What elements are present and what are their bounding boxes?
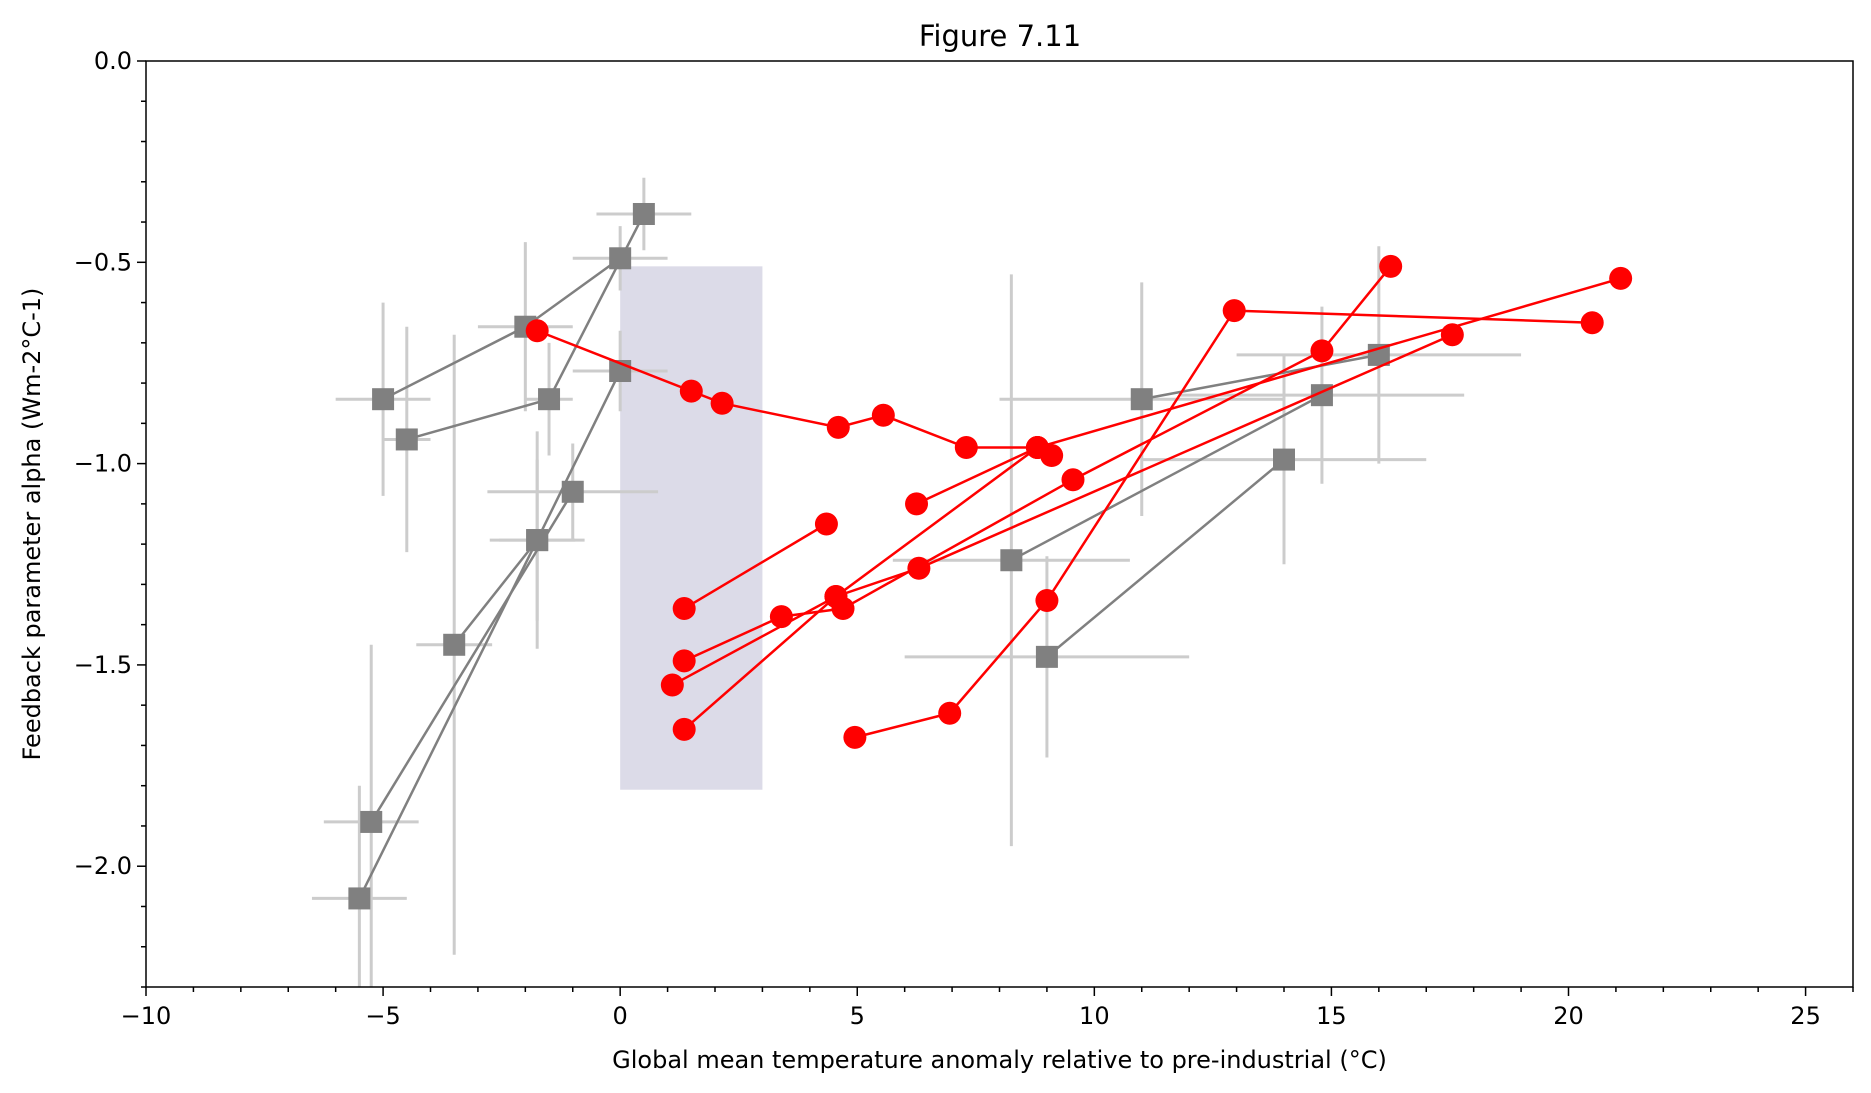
red-series-line [683, 522, 828, 610]
gray-square-marker [372, 388, 395, 411]
gray-square-marker [443, 633, 466, 656]
gray-square-marker [1035, 645, 1058, 668]
red-circle-marker [672, 717, 696, 741]
gray-series-line [1141, 353, 1380, 401]
plot-area [311, 177, 1633, 987]
red-circle-marker [1222, 299, 1246, 323]
gray-series-line [453, 539, 539, 646]
red-circle-marker [679, 379, 703, 403]
red-circle-marker [954, 436, 978, 460]
gray-square-marker [1130, 388, 1153, 411]
red-circle-marker [824, 584, 848, 608]
red-circle-marker [525, 319, 549, 343]
red-circle-marker [1061, 468, 1085, 492]
axes: −10 −5 0 5 10 15 20 25 −2.0 −1.5 −1.0 −0.5 0.0 [74, 47, 1854, 1030]
red-circle-marker [1609, 266, 1633, 290]
red-circle-marker [843, 725, 867, 749]
x-tick-label: 25 [1790, 1002, 1821, 1030]
gray-square-marker [1000, 549, 1023, 572]
red-circle-marker [1310, 339, 1334, 363]
red-circle-marker [938, 701, 962, 725]
red-series-line [671, 333, 1453, 687]
y-axis-label: Feedback parameter alpha (Wm-2°C-1) [18, 288, 46, 761]
red-circle-marker [672, 649, 696, 673]
red-series-line [683, 265, 1392, 663]
gray-series-line [1046, 458, 1285, 658]
red-circle-marker [826, 415, 850, 439]
red-circle-marker [660, 673, 684, 697]
y-tick-label: 0.0 [94, 47, 132, 75]
gray-square-marker [360, 810, 383, 833]
red-circle-marker [907, 556, 931, 580]
plot-frame [145, 60, 1854, 988]
x-tick-label: −5 [365, 1002, 400, 1030]
y-tick-label: −2.0 [74, 852, 132, 880]
x-tick-label: −10 [121, 1002, 172, 1030]
y-tick-label: −1.5 [74, 651, 132, 679]
red-circle-marker [814, 512, 838, 536]
gray-square-marker [1273, 448, 1295, 471]
red-circle-marker [672, 597, 696, 621]
x-tick-label: 20 [1553, 1002, 1584, 1030]
gray-square-marker [609, 247, 632, 270]
shaded-region [620, 266, 763, 790]
red-circle-marker [905, 492, 929, 516]
gray-square-marker [538, 388, 561, 411]
chart-title: Figure 7.11 [919, 19, 1081, 53]
x-tick-label: 0 [613, 1002, 628, 1030]
x-tick-label: 5 [850, 1002, 865, 1030]
x-tick-label: 15 [1316, 1002, 1347, 1030]
red-circle-marker [769, 605, 793, 629]
x-axis-label: Global mean temperature anomaly relative… [612, 1046, 1387, 1074]
gray-square-marker [561, 480, 584, 503]
x-tick-label: 10 [1079, 1002, 1110, 1030]
red-series-line [854, 309, 1593, 739]
gray-series-line [1010, 394, 1323, 562]
red-circle-marker [1580, 311, 1604, 335]
gray-square-marker [348, 887, 371, 910]
red-circle-marker [1440, 323, 1464, 347]
gray-square-marker [395, 428, 418, 451]
red-circle-marker [871, 403, 895, 427]
gray-square-marker [526, 529, 549, 552]
y-tick-label: −0.5 [74, 248, 132, 276]
red-circle-marker [1035, 588, 1059, 612]
red-circle-marker [710, 391, 734, 415]
y-tick-label: −1.0 [74, 450, 132, 478]
gray-square-marker [632, 202, 655, 225]
red-circle-marker [1025, 436, 1049, 460]
red-circle-marker [1379, 254, 1403, 278]
red-series-line [536, 329, 1053, 457]
plot-content [311, 177, 1633, 987]
